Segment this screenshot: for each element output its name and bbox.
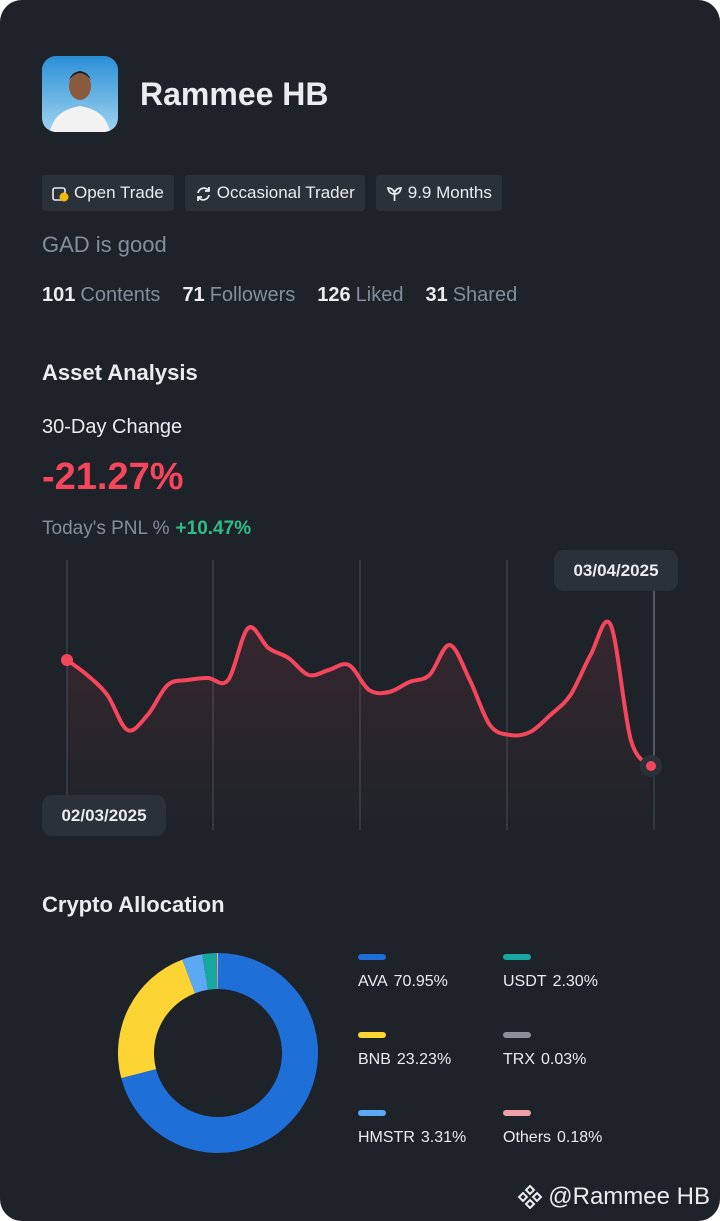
stat: 126 Liked (317, 284, 403, 307)
pie-slice (216, 953, 218, 990)
pie-slice (216, 953, 218, 990)
date-label: 02/03/2025 (61, 806, 146, 825)
stat-label: Shared (452, 284, 518, 306)
pie-slice (121, 953, 318, 1153)
legend-value: 0.03% (541, 1051, 586, 1068)
line (65, 619, 653, 768)
legend-value: 3.31% (421, 1129, 466, 1146)
legend-swatch (358, 954, 386, 960)
tag-text: 9.9 Months (407, 183, 492, 202)
stats: 101 Contents 71 Followers 126 Liked 31 Share… (42, 284, 517, 307)
legend-name: USDT (503, 973, 547, 990)
legend-name: HMSTR (358, 1129, 415, 1146)
legend-name: TRX (503, 1051, 535, 1068)
tag: Occasional Trader (184, 175, 365, 211)
legend-swatch (503, 954, 531, 960)
date-label: 03/04/2025 (573, 561, 658, 580)
tag-icon (196, 186, 210, 201)
start-point (61, 654, 73, 666)
change-value: -21.27% (42, 456, 184, 498)
legend-entry: BNB 23.23% (358, 1051, 451, 1068)
watermark: @Rammee HB (516, 1183, 710, 1211)
tag-list: Open Trade Occasional Trader 9.9 Months (42, 175, 502, 211)
section-title: Crypto Allocation (42, 892, 225, 917)
pie-slice (202, 953, 218, 990)
pnl-value: +10.47% (175, 518, 252, 539)
legend-entry: USDT 2.30% (503, 973, 598, 990)
stat-value: 31 (425, 284, 448, 306)
pnl-label: Today's PNL % (42, 518, 170, 539)
legend-swatch (358, 1032, 386, 1038)
line-chart: 02/03/2025 03/04/2025 (42, 550, 678, 836)
stat-value: 101 (42, 284, 76, 306)
tag: 9.9 Months (375, 175, 502, 211)
legend-entry: HMSTR 3.31% (358, 1129, 466, 1146)
stat-label: Contents (80, 284, 161, 306)
stat-value: 71 (182, 284, 205, 306)
legend-name: BNB (358, 1051, 391, 1068)
logo (517, 1184, 543, 1210)
legend-entry: AVA 70.95% (358, 973, 448, 990)
avatar (42, 56, 118, 132)
legend-swatch (358, 1110, 386, 1116)
watermark-text: @Rammee HB (548, 1183, 710, 1210)
legend-value: 23.23% (397, 1051, 451, 1068)
pie-slice (182, 954, 208, 994)
pnl: Today's PNL % +10.47% (42, 518, 251, 540)
tag: Open Trade (42, 175, 174, 211)
tag-text: Open Trade (74, 183, 164, 202)
legend-entry: Others 0.18% (503, 1129, 602, 1146)
date-tooltip (554, 550, 678, 591)
change-label: 30-Day Change (42, 416, 183, 438)
legend-value: 70.95% (394, 973, 448, 990)
section-title: Asset Analysis (42, 360, 198, 385)
tag-icon (386, 186, 402, 201)
legend-name: AVA (358, 973, 388, 990)
avatar-image (42, 56, 118, 132)
end-point (646, 761, 656, 771)
stat-label: Liked (355, 284, 404, 306)
legend-swatch (503, 1110, 531, 1116)
profile-name: Rammee HB (140, 76, 329, 112)
stat: 31 Shared (425, 284, 517, 307)
stat: 71 Followers (182, 284, 295, 307)
tag-icon (52, 186, 69, 201)
stat-value: 126 (317, 284, 351, 306)
legend-swatch (503, 1032, 531, 1038)
allocation-chart: AVA 70.95% BNB 23.23% HMSTR 3.31% USDT 2.30% TRX… (117, 953, 602, 1153)
stat: 101 Contents (42, 284, 160, 307)
bio: GAD is good (42, 232, 167, 257)
date-tooltip (42, 795, 166, 836)
tag-text: Occasional Trader (216, 183, 355, 202)
line-area (67, 621, 651, 830)
legend-value: 0.18% (557, 1129, 602, 1146)
legend-name: Others (503, 1129, 551, 1146)
pie-slice (117, 959, 196, 1079)
legend-entry: TRX 0.03% (503, 1051, 586, 1068)
stat-label: Followers (209, 284, 296, 306)
legend-value: 2.30% (553, 973, 598, 990)
